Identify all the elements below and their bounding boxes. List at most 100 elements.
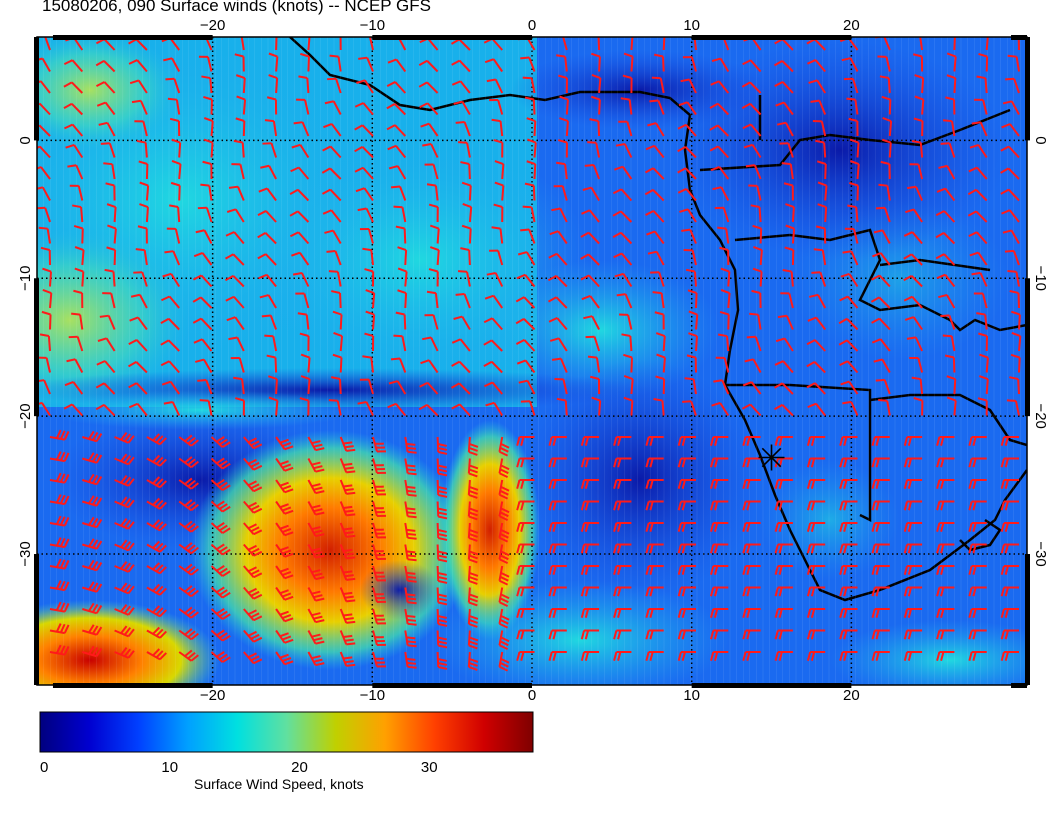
wind-barb bbox=[936, 651, 955, 661]
wind-barb bbox=[259, 294, 277, 309]
wind-barb bbox=[387, 402, 407, 417]
wind-barb bbox=[746, 335, 762, 352]
wind-barb bbox=[748, 184, 762, 201]
wind-barb bbox=[82, 645, 103, 658]
wind-barb bbox=[1000, 522, 1019, 532]
wind-barb bbox=[580, 479, 600, 489]
wind-barb bbox=[1000, 651, 1019, 661]
wind-barb bbox=[364, 332, 375, 352]
wind-barb bbox=[37, 379, 51, 395]
wind-barb bbox=[37, 37, 51, 51]
wind-barb bbox=[178, 542, 199, 555]
wind-barb bbox=[839, 457, 858, 468]
wind-barb bbox=[210, 608, 231, 620]
wind-barb bbox=[82, 516, 103, 529]
wind-barb bbox=[875, 378, 891, 395]
wind-barb bbox=[485, 401, 504, 417]
wind-barb bbox=[744, 358, 762, 373]
wind-barb bbox=[387, 58, 407, 73]
wind-barb bbox=[146, 540, 167, 553]
wind-barb bbox=[623, 375, 634, 395]
lon-tick-label: −20 bbox=[200, 17, 225, 34]
wind-barb bbox=[613, 586, 632, 597]
wind-barb bbox=[436, 458, 448, 477]
wind-barb bbox=[49, 429, 70, 441]
wind-barb bbox=[393, 205, 407, 223]
wind-barb bbox=[971, 121, 988, 137]
wind-barb bbox=[968, 608, 987, 618]
wind-barb bbox=[903, 253, 923, 266]
wind-barb bbox=[548, 436, 567, 446]
wind-barb bbox=[968, 166, 988, 180]
wind-barb bbox=[645, 457, 664, 468]
wind-barb bbox=[331, 290, 342, 309]
wind-barb bbox=[197, 206, 213, 223]
wind-barb bbox=[682, 400, 697, 416]
wind-barb bbox=[741, 102, 762, 116]
wind-barb bbox=[871, 317, 891, 331]
wind-barb bbox=[359, 228, 374, 244]
wind-barb bbox=[551, 357, 568, 373]
wind-barb bbox=[742, 586, 761, 597]
wind-barb bbox=[753, 246, 763, 266]
wind-barb bbox=[388, 380, 407, 395]
wind-barb bbox=[328, 399, 342, 416]
wind-barb bbox=[1000, 145, 1020, 159]
wind-barb bbox=[467, 458, 479, 478]
wind-barb bbox=[752, 267, 763, 287]
wind-barb bbox=[210, 651, 231, 663]
wind-barb bbox=[68, 335, 84, 352]
wind-barb bbox=[453, 100, 471, 116]
wind-barb bbox=[516, 436, 535, 446]
wind-barb bbox=[102, 292, 116, 309]
wind-barb bbox=[390, 357, 407, 373]
wind-barb bbox=[372, 565, 386, 582]
wind-barb bbox=[135, 248, 148, 266]
wind-barb bbox=[849, 138, 860, 158]
wind-barb bbox=[387, 144, 407, 159]
wind-barb bbox=[717, 226, 730, 244]
wind-barb bbox=[619, 313, 633, 330]
wind-barb bbox=[709, 102, 730, 116]
map-title: 15080206, 090 Surface winds (knots) -- N… bbox=[42, 0, 431, 15]
wind-barb bbox=[522, 76, 536, 94]
wind-barb bbox=[516, 608, 535, 618]
wind-barb bbox=[649, 99, 665, 115]
wind-barb bbox=[871, 274, 891, 288]
wind-barb bbox=[484, 294, 504, 309]
wind-barb bbox=[677, 522, 696, 532]
wind-barb bbox=[515, 318, 536, 331]
wind-barb bbox=[677, 145, 697, 159]
wind-barb bbox=[243, 651, 263, 665]
wind-barb bbox=[712, 186, 730, 201]
wind-barb bbox=[903, 295, 923, 309]
wind-barb bbox=[295, 98, 310, 115]
wind-barb bbox=[914, 95, 925, 115]
wind-barb bbox=[114, 453, 135, 466]
wind-barb bbox=[774, 436, 793, 446]
wind-barb bbox=[498, 522, 510, 543]
wind-barb bbox=[741, 403, 762, 417]
wind-barb bbox=[483, 317, 503, 331]
wind-barb bbox=[945, 96, 956, 115]
wind-barb bbox=[710, 165, 730, 180]
wind-barb bbox=[339, 651, 356, 667]
wind-barb bbox=[49, 623, 70, 635]
wind-barb bbox=[645, 500, 664, 511]
wind-barb bbox=[114, 496, 135, 509]
wind-barb bbox=[806, 382, 826, 395]
wind-barb bbox=[938, 293, 956, 309]
wind-barb bbox=[687, 289, 698, 309]
wind-barb bbox=[581, 209, 600, 223]
wind-barb bbox=[1000, 436, 1019, 446]
wind-barb bbox=[684, 377, 697, 395]
wind-barb bbox=[844, 227, 859, 244]
wind-barb bbox=[114, 582, 135, 595]
wind-barb bbox=[289, 188, 310, 202]
wind-barb bbox=[193, 251, 213, 266]
wind-barb bbox=[968, 457, 987, 468]
wind-barb bbox=[907, 185, 924, 201]
wind-barb bbox=[63, 403, 84, 417]
wind-barb bbox=[774, 382, 794, 395]
wind-barb bbox=[615, 143, 633, 158]
